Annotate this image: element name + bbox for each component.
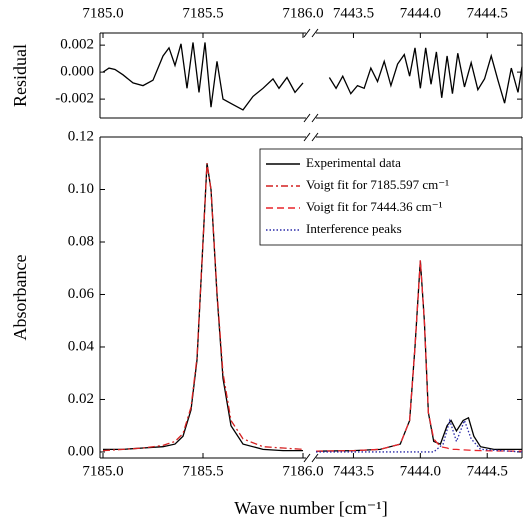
data-line <box>102 42 523 111</box>
y-tick-label: 0.02 <box>68 391 94 407</box>
axis-break <box>303 28 319 38</box>
y-tick-label: 0.04 <box>68 338 95 354</box>
y-tick-label: -0.002 <box>55 91 94 107</box>
y-tick-label: 0.10 <box>68 181 94 197</box>
y-tick-label: 0.002 <box>60 37 94 53</box>
y-tick-label: 0.12 <box>68 128 94 144</box>
x-tick-label: 7185.0 <box>82 463 123 479</box>
legend-box <box>259 148 523 246</box>
y-tick-label: 0.00 <box>68 443 94 459</box>
x-tick-label: 7444.0 <box>400 463 441 479</box>
x-tick-label: 7443.5 <box>333 5 374 21</box>
x-tick-label: 7186.0 <box>282 5 323 21</box>
x-tick-label: 7185.5 <box>182 463 223 479</box>
data-line <box>102 163 304 452</box>
x-tick-label: 7444.0 <box>400 5 441 21</box>
data-line <box>315 260 523 452</box>
y-tick-label: 0.000 <box>60 64 94 80</box>
x-tick-label: 7185.0 <box>82 5 123 21</box>
x-tick-label: 7444.5 <box>467 463 508 479</box>
x-tick-label: 7443.5 <box>333 463 374 479</box>
legend-label: Voigt fit for 7185.597 cm⁻¹ <box>306 177 449 192</box>
x-tick-label: 7185.5 <box>182 5 223 21</box>
legend-label: Voigt fit for 7444.36 cm⁻¹ <box>306 199 443 214</box>
y-axis-title: Residual <box>10 44 30 107</box>
y-axis-title: Absorbance <box>10 255 30 341</box>
x-tick-label: 7444.5 <box>467 5 508 21</box>
y-tick-label: 0.06 <box>68 286 95 302</box>
legend: Experimental data Voigt fit for 7185.597 … <box>259 148 523 246</box>
x-tick-label: 7186.0 <box>282 463 323 479</box>
axis-break <box>303 113 319 123</box>
legend-label: Interference peaks <box>306 221 402 236</box>
axis-break <box>303 132 319 142</box>
y-tick-label: 0.08 <box>68 233 94 249</box>
axis-break <box>303 453 319 463</box>
data-line <box>316 418 523 453</box>
x-axis-title: Wave number [cm⁻¹] <box>234 498 387 518</box>
legend-label: Experimental data <box>306 155 401 170</box>
